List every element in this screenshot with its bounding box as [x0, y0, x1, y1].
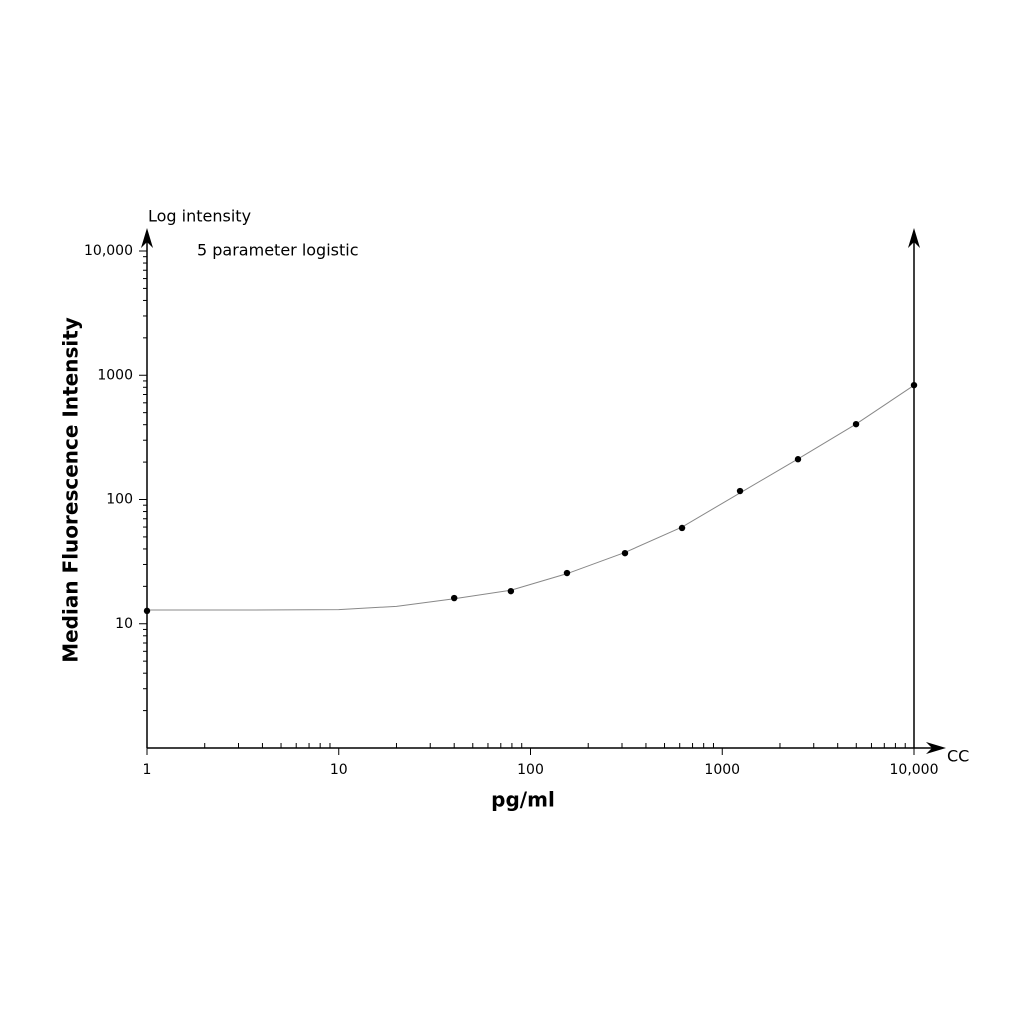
x-tick-label: 10 — [330, 762, 348, 778]
right-arrow — [908, 228, 920, 248]
y-tick-label: 10 — [115, 616, 133, 632]
data-point — [678, 524, 686, 532]
y-axis-title: Log intensity — [148, 207, 251, 226]
y-label: Median Fluorescence Intensity — [59, 317, 83, 663]
data-point — [621, 549, 629, 557]
y-tick-label: 100 — [106, 492, 133, 508]
x-tick-label: 100 — [517, 762, 544, 778]
x-arrow — [926, 742, 946, 754]
data-point — [736, 487, 744, 495]
data-point — [450, 594, 458, 602]
y-tick-label: 10,000 — [84, 243, 133, 259]
x-label: pg/ml — [491, 788, 555, 812]
data-point — [143, 607, 151, 615]
x-tick-label: 1000 — [704, 762, 740, 778]
data-point — [563, 569, 571, 577]
x-axis-end-label: CC — [947, 747, 969, 766]
data-point — [852, 420, 860, 428]
annotation: 5 parameter logistic — [197, 241, 359, 260]
y-tick-label: 1000 — [97, 367, 133, 383]
x-tick-label: 1 — [143, 762, 152, 778]
y-arrow — [141, 228, 153, 248]
data-point — [794, 456, 802, 463]
data-point — [910, 381, 918, 389]
x-tick-label: 10,000 — [890, 762, 939, 778]
data-point — [507, 587, 515, 595]
